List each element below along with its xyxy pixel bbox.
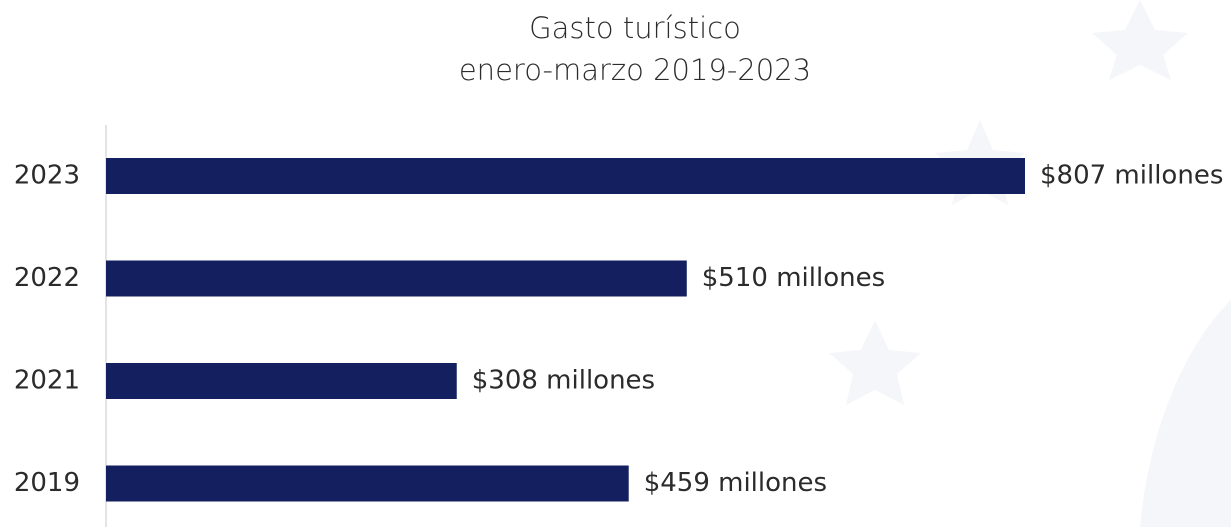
y-tick-label: 2021 (14, 366, 80, 396)
background-decoration (829, 0, 1231, 527)
bar (106, 158, 1025, 194)
chart-title: Gasto turístico (529, 11, 741, 45)
value-label: $510 millones (702, 263, 885, 293)
y-tick-label: 2019 (14, 468, 80, 498)
y-tick-label: 2022 (14, 263, 80, 293)
bar (106, 363, 457, 399)
bar (106, 260, 687, 297)
bar (106, 465, 629, 502)
chart-subtitle: enero-marzo 2019-2023 (459, 53, 811, 87)
value-label: $807 millones (1040, 161, 1223, 191)
value-label: $308 millones (472, 366, 655, 396)
y-tick-label: 2023 (14, 161, 80, 191)
value-label: $459 millones (644, 468, 827, 498)
